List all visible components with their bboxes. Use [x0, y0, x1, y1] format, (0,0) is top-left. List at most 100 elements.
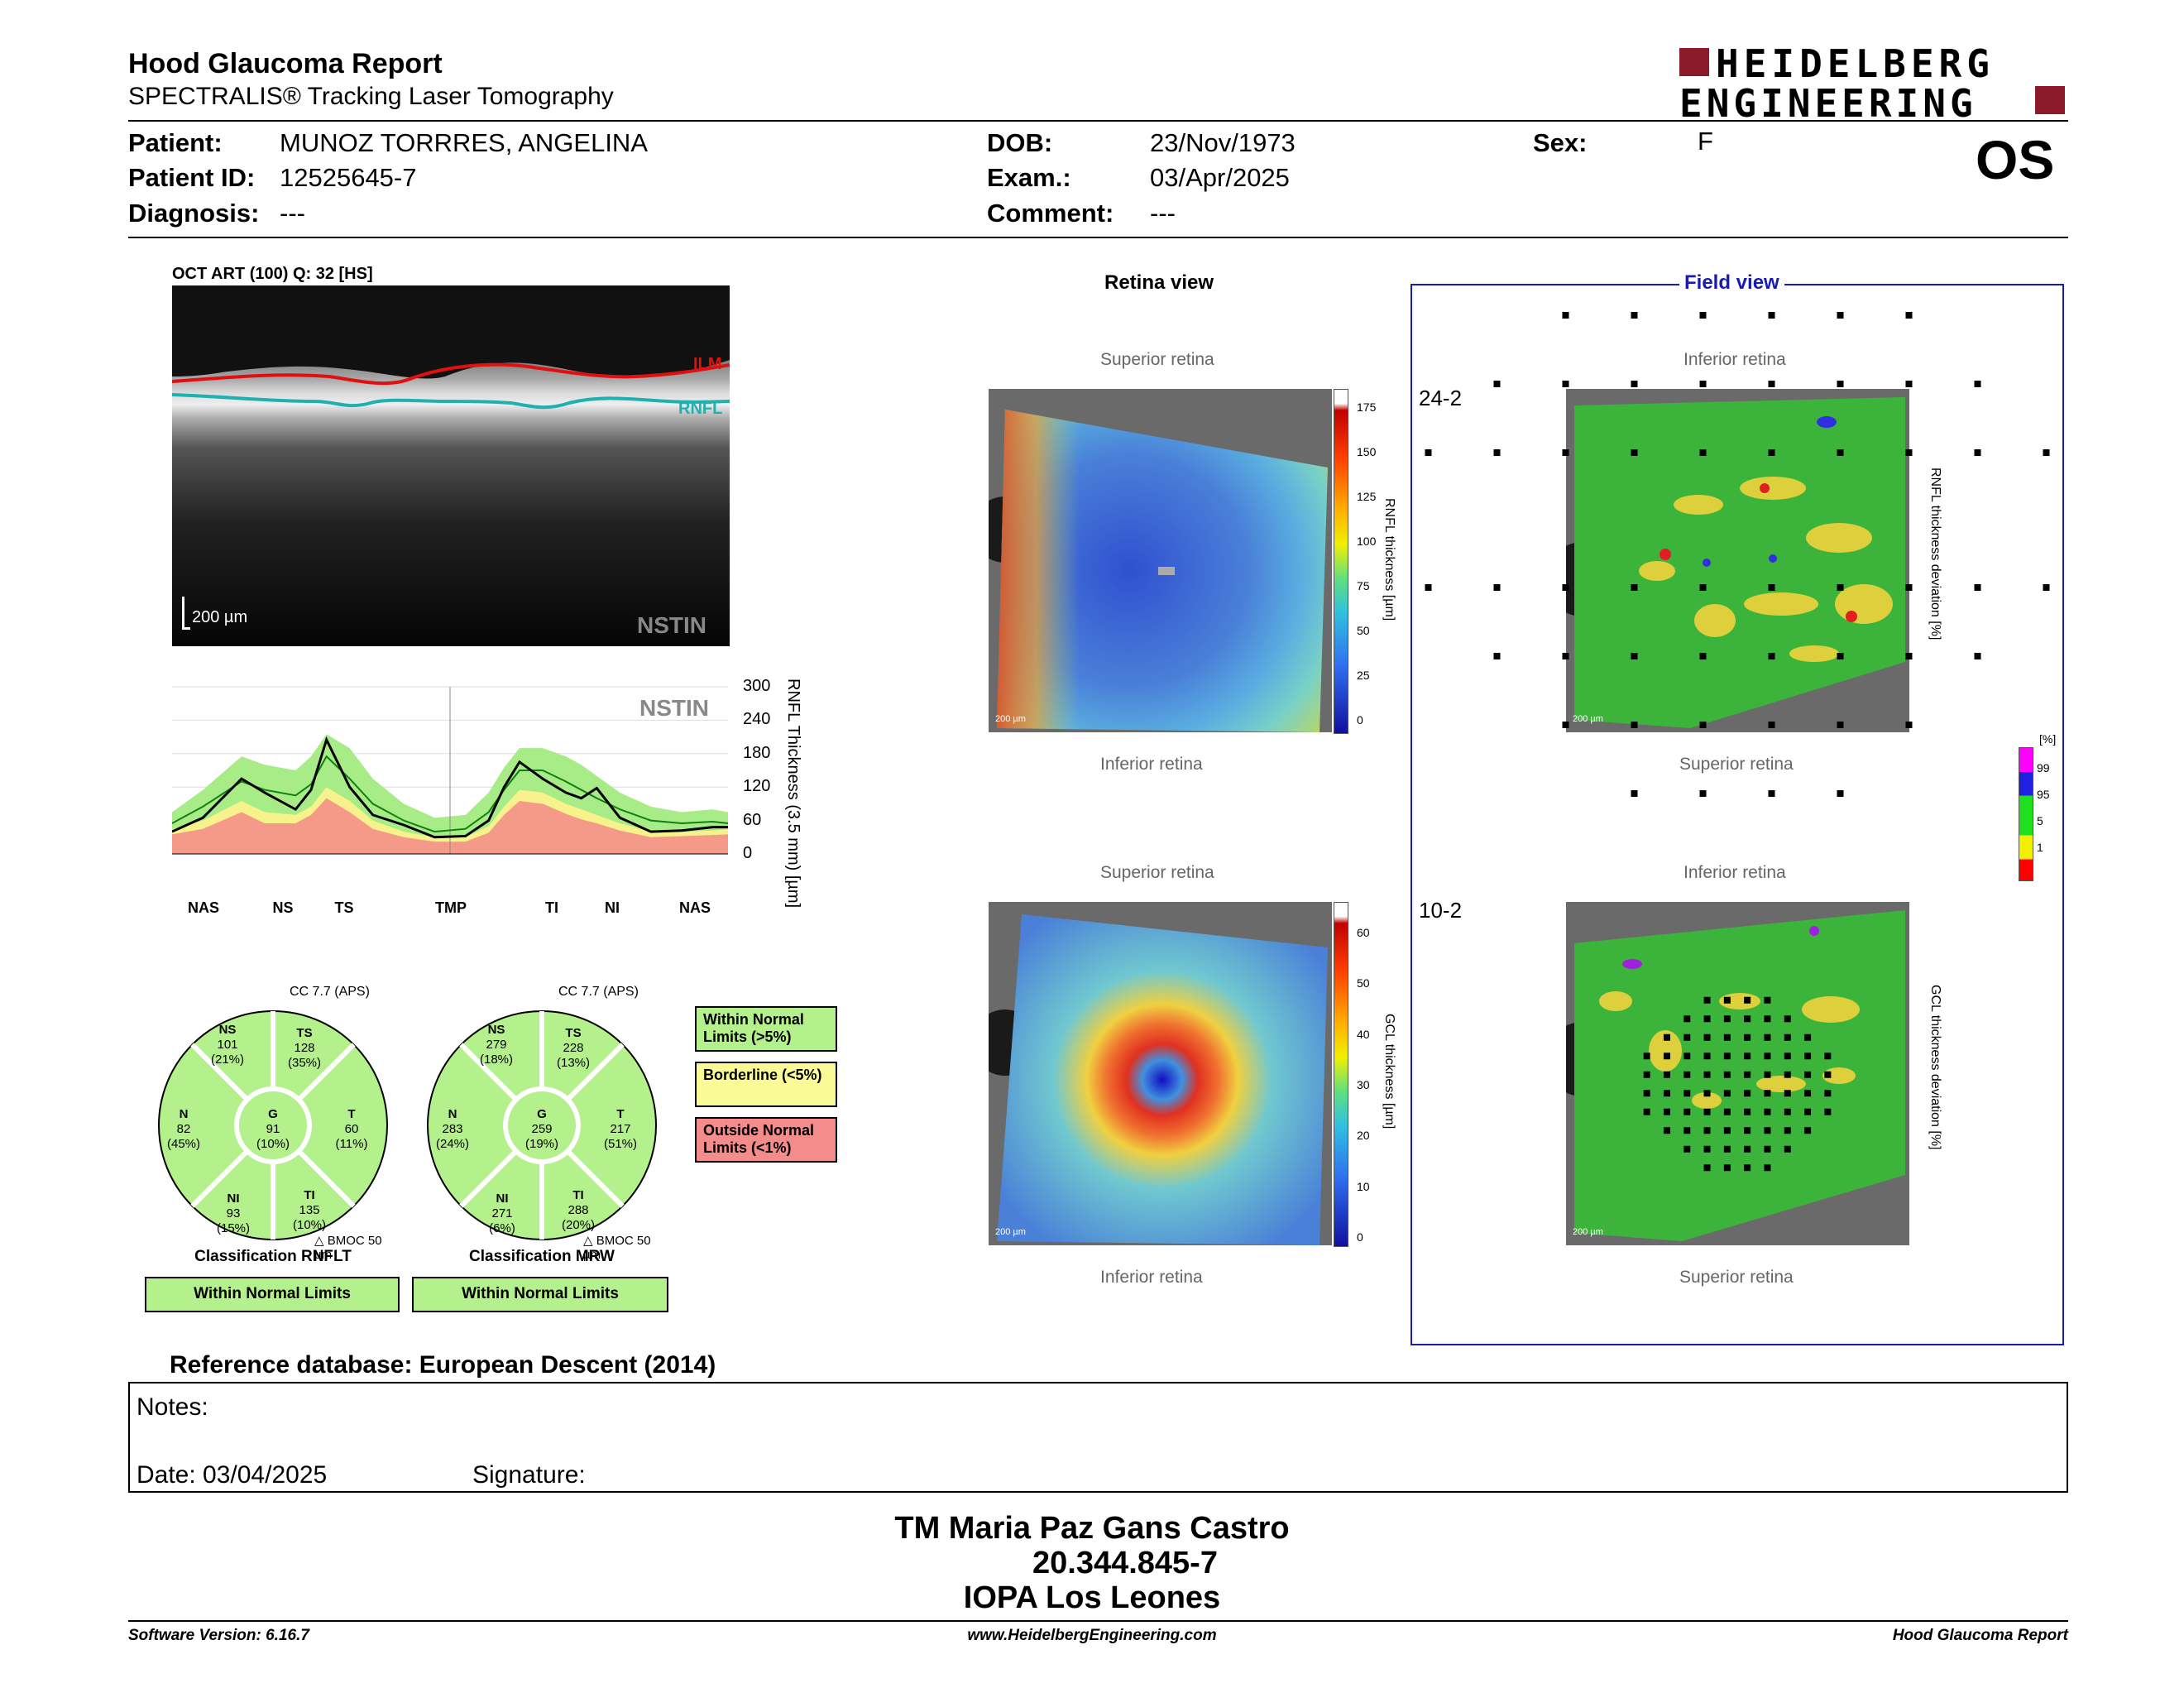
- gcl-bar-tick: 0: [1357, 1230, 1363, 1244]
- mrw-sector-svg: [427, 1010, 657, 1240]
- mrw-sector-divider: [565, 1043, 625, 1102]
- sector-percentile: (15%): [216, 1221, 250, 1235]
- sector-label: TS: [565, 1026, 582, 1040]
- oct-orientation: NSTIN: [637, 612, 706, 638]
- sector-label: NS: [218, 1023, 237, 1037]
- footer-website[interactable]: www.HeidelbergEngineering.com: [967, 1627, 1217, 1644]
- sex-label: Sex:: [1533, 128, 1588, 157]
- report-title: Hood Glaucoma Report: [128, 48, 443, 79]
- mrw-sector-divider: [459, 1149, 519, 1208]
- oct-scale-label: 200 µm: [192, 608, 248, 626]
- pct-tick: 1: [2037, 841, 2043, 854]
- sector-percentile: (21%): [210, 1053, 244, 1067]
- mrw-sector-ns: NS 279 (18%): [467, 1023, 525, 1067]
- stamp-name: TM Maria Paz Gans Castro: [894, 1511, 1290, 1546]
- sector-label: NI: [227, 1192, 240, 1206]
- gcl-bar-tick: 10: [1357, 1179, 1370, 1193]
- gcl-bar-tick: 60: [1357, 925, 1370, 939]
- mrw-sector-ti: TI 288 (20%): [549, 1188, 607, 1233]
- diagnosis-value: ---: [280, 199, 305, 228]
- pct-color-bar: [2019, 747, 2033, 881]
- mrw-sector-n: N 283 (24%): [424, 1107, 481, 1152]
- profile-area-outside-normal: [172, 798, 728, 854]
- pct-tick: 5: [2037, 814, 2043, 827]
- rnflt-result-button: Within Normal Limits: [145, 1277, 400, 1312]
- eye-label: OS: [1976, 129, 2055, 190]
- sector-value: 128: [294, 1041, 315, 1055]
- mrw-classification: Classification MRW: [469, 1248, 615, 1265]
- patient-id: 12525645-7: [280, 163, 417, 192]
- gcl-dev-scale: 200 µm: [1573, 1227, 1603, 1237]
- logo-line1: HEIDELBERG: [1716, 41, 1995, 86]
- stamp-institution: IOPA Los Leones: [963, 1580, 1221, 1615]
- gcl-thickness-map: 200 µm: [989, 902, 1332, 1245]
- sector-value: 93: [226, 1206, 241, 1220]
- rnflt-cc-label: CC 7.7 (APS): [290, 985, 370, 999]
- retina-bottom-label-1: Inferior retina: [1100, 755, 1203, 774]
- rnfl-dev-label: RNFL thickness deviation [%]: [1928, 468, 1942, 640]
- sector-value: 135: [299, 1203, 320, 1217]
- mrw-sector-t: T 217 (51%): [592, 1107, 649, 1152]
- sector-value: 283: [442, 1122, 463, 1136]
- footer-software: Software Version: 6.16.7: [128, 1627, 309, 1644]
- mrw-sector-divider: [459, 1043, 519, 1102]
- profile-y-tick: 240: [743, 710, 771, 729]
- sector-percentile: (11%): [335, 1137, 368, 1151]
- ilm-label: ILM: [693, 355, 722, 373]
- sector-percentile: (51%): [603, 1137, 637, 1151]
- date-label: Date: 03/04/2025: [136, 1461, 328, 1489]
- rnflt-sector-divider: [296, 1043, 356, 1102]
- field-bottom-label-1: Superior retina: [1679, 755, 1794, 774]
- sector-percentile: (35%): [287, 1056, 321, 1070]
- sector-value: 82: [176, 1122, 191, 1136]
- rnfl-thickness-map: 200 µm: [989, 389, 1332, 732]
- sector-label: NI: [496, 1192, 509, 1206]
- rnfl-bar-label: RNFL thickness [µm]: [1382, 498, 1396, 621]
- sector-label: TI: [304, 1188, 315, 1202]
- sector-percentile: (45%): [166, 1137, 200, 1151]
- rnfl-bar-tick: 25: [1357, 668, 1370, 682]
- rnflt-center-circle: [234, 1086, 312, 1164]
- retina-bottom-label-2: Inferior retina: [1100, 1268, 1203, 1287]
- field-top-label-2: Inferior retina: [1684, 863, 1786, 882]
- pct-tick: 95: [2037, 788, 2050, 801]
- gcl-bar-tick: 30: [1357, 1077, 1370, 1091]
- rnfl-bar-tick: 175: [1357, 400, 1377, 414]
- rnfl-bar-tick: 150: [1357, 444, 1377, 458]
- sector-percentile: (10%): [256, 1137, 290, 1151]
- oct-bscan-image: ILM RNFL 200 µm NSTIN: [172, 285, 730, 646]
- sector-value: 91: [266, 1122, 280, 1136]
- profile-measured-line: [172, 736, 728, 839]
- gcl-color-bar: [1334, 902, 1348, 1247]
- diagnosis-label: Diagnosis:: [128, 199, 260, 228]
- sector-value: 259: [531, 1122, 553, 1136]
- mrw-cc-label: CC 7.7 (APS): [558, 985, 639, 999]
- dob-label: DOB:: [987, 128, 1053, 157]
- rnflt-sector-divider: [190, 1043, 250, 1102]
- rnfl-bar-tick: 0: [1357, 713, 1363, 727]
- pct-tick: 99: [2037, 761, 2050, 774]
- rnflt-sector-ns: NS 101 (21%): [199, 1023, 256, 1067]
- legend-borderline: Borderline (<5%): [695, 1062, 837, 1107]
- sector-label: N: [448, 1107, 457, 1121]
- sector-percentile: (13%): [556, 1056, 590, 1070]
- sector-value: 271: [491, 1206, 513, 1220]
- logo-square-icon: [1679, 48, 1709, 76]
- rnflt-sector-chart: CC 7.7 (APS) NS 101 (21%) TS 128 (35%) N 82 (45%)…: [149, 985, 397, 1266]
- signature-label: Signature:: [472, 1461, 586, 1489]
- rnfl-map-scale: 200 µm: [995, 714, 1026, 724]
- bmo-text: BMOC 50 µm: [583, 1234, 651, 1262]
- sector-value: 60: [344, 1122, 359, 1136]
- reference-database: Reference database: European Descent (20…: [170, 1351, 716, 1379]
- sector-label: TI: [572, 1188, 584, 1202]
- notes-box[interactable]: Notes: Date: 03/04/2025 Signature:: [128, 1382, 2068, 1493]
- rnflt-sector-t: T 60 (11%): [323, 1107, 381, 1152]
- profile-x-label: TI: [545, 899, 558, 916]
- rnfl-color-bar: [1334, 389, 1348, 734]
- sector-value: 228: [563, 1041, 584, 1055]
- retina-top-label-2: Superior retina: [1100, 863, 1214, 882]
- profile-x-label: NS: [272, 899, 294, 916]
- legend-wnl-text: Within Normal Limits (>5%): [703, 1011, 804, 1045]
- profile-x-label: TMP: [435, 899, 467, 916]
- sector-value: 101: [217, 1038, 238, 1052]
